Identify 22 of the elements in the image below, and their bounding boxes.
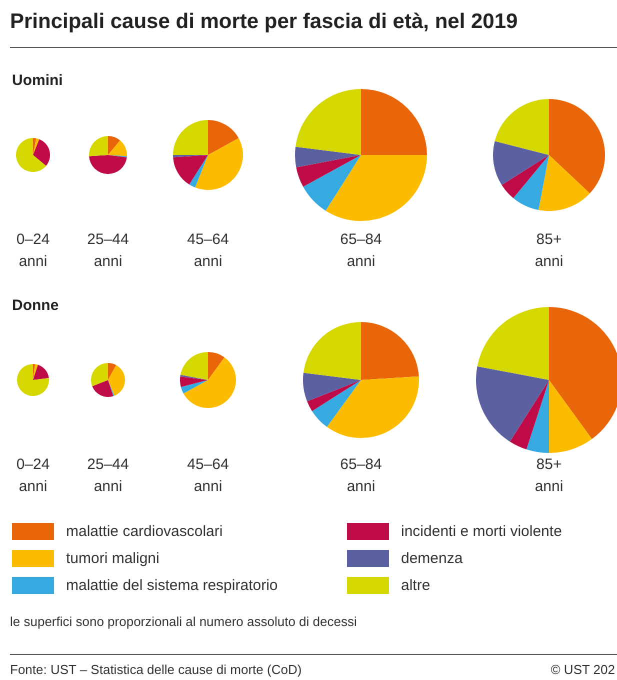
text: 85+ anni (534, 455, 564, 497)
chart-subtitle: Donne (12, 297, 59, 314)
text: 85+ anni (534, 230, 564, 272)
legend-label: malattie cardiovascolari (65, 523, 223, 540)
text: le superfici sono proporzionali al numero assoluto di decessi (10, 614, 357, 629)
text: 45–64 anni (186, 230, 230, 272)
source-note: Fonte: UST – Statistica delle cause di morte (CoD) (10, 662, 302, 677)
text: 0–24 anni (15, 455, 51, 497)
legend-label: malattie del sistema respiratorio (65, 577, 278, 594)
text: 25–44 anni (86, 455, 130, 497)
legend-label: altre (400, 577, 430, 594)
legend-label: demenza (400, 550, 463, 567)
text: 65–84 anni (339, 230, 383, 272)
legend-label: incidenti e morti violente (400, 523, 562, 540)
legend-label: tumori maligni (65, 550, 160, 567)
chart-title: Principali cause di morte per fascia di età, nel 2019 (10, 10, 518, 34)
text: 0–24 anni (15, 230, 51, 272)
text: 65–84 anni (339, 455, 383, 497)
text: 25–44 anni (86, 230, 130, 272)
text: 45–64 anni (186, 455, 230, 497)
chart-subtitle: Uomini (12, 72, 63, 89)
text: © UST 202 (550, 662, 615, 677)
